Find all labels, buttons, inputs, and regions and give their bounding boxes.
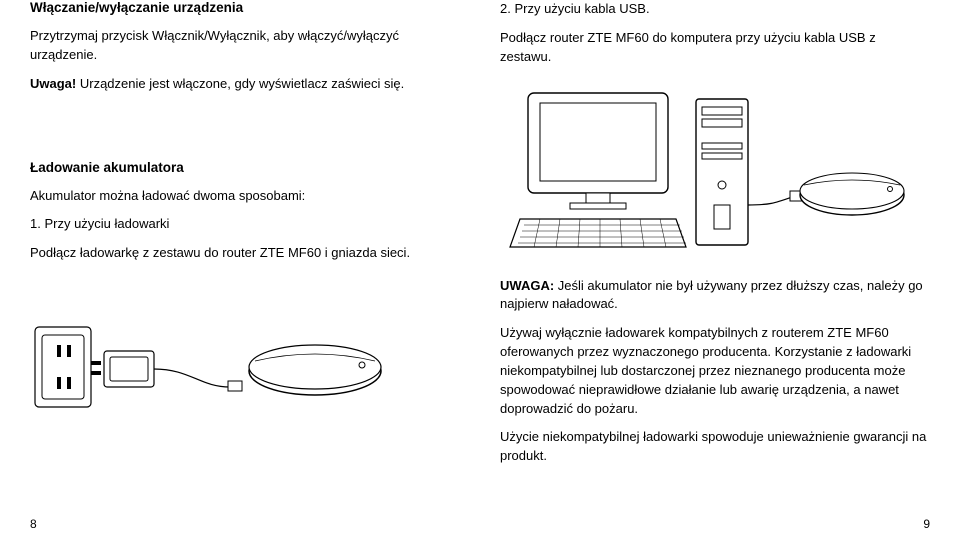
heading-power: Włączanie/wyłączanie urządzenia (30, 0, 460, 15)
para-uwaga: UWAGA: Jeśli akumulator nie był używany … (500, 277, 930, 315)
para-usb-desc: Podłącz router ZTE MF60 do komputera prz… (500, 29, 930, 67)
para-charge-intro: Akumulator można ładować dwoma sposobami… (30, 187, 460, 206)
para-charge-method1: 1. Przy użyciu ładowarki (30, 215, 460, 234)
page-number-left: 8 (30, 517, 37, 531)
para-power-note: Uwaga! Urządzenie jest włączone, gdy wyś… (30, 75, 460, 94)
uwaga-lead: UWAGA: (500, 278, 554, 293)
left-page: Włączanie/wyłączanie urządzenia Przytrzy… (0, 0, 480, 543)
para-charge-method1-desc: Podłącz ładowarkę z zestawu do router ZT… (30, 244, 460, 263)
para-usb-title: 2. Przy użyciu kabla USB. (500, 0, 930, 19)
illustration-computer (500, 85, 930, 255)
illustration-charger (30, 307, 460, 427)
page-number-right: 9 (923, 517, 930, 531)
note-text: Urządzenie jest włączone, gdy wyświetlac… (76, 76, 404, 91)
para-warranty: Użycie niekompatybilnej ładowarki spowod… (500, 428, 930, 466)
right-page: 2. Przy użyciu kabla USB. Podłącz router… (480, 0, 960, 543)
para-power-instr: Przytrzymaj przycisk Włącznik/Wyłącznik,… (30, 27, 460, 65)
note-lead: Uwaga! (30, 76, 76, 91)
para-compat: Używaj wyłącznie ładowarek kompatybilnyc… (500, 324, 930, 418)
uwaga-text: Jeśli akumulator nie był używany przez d… (500, 278, 923, 312)
heading-charging: Ładowanie akumulatora (30, 160, 460, 175)
